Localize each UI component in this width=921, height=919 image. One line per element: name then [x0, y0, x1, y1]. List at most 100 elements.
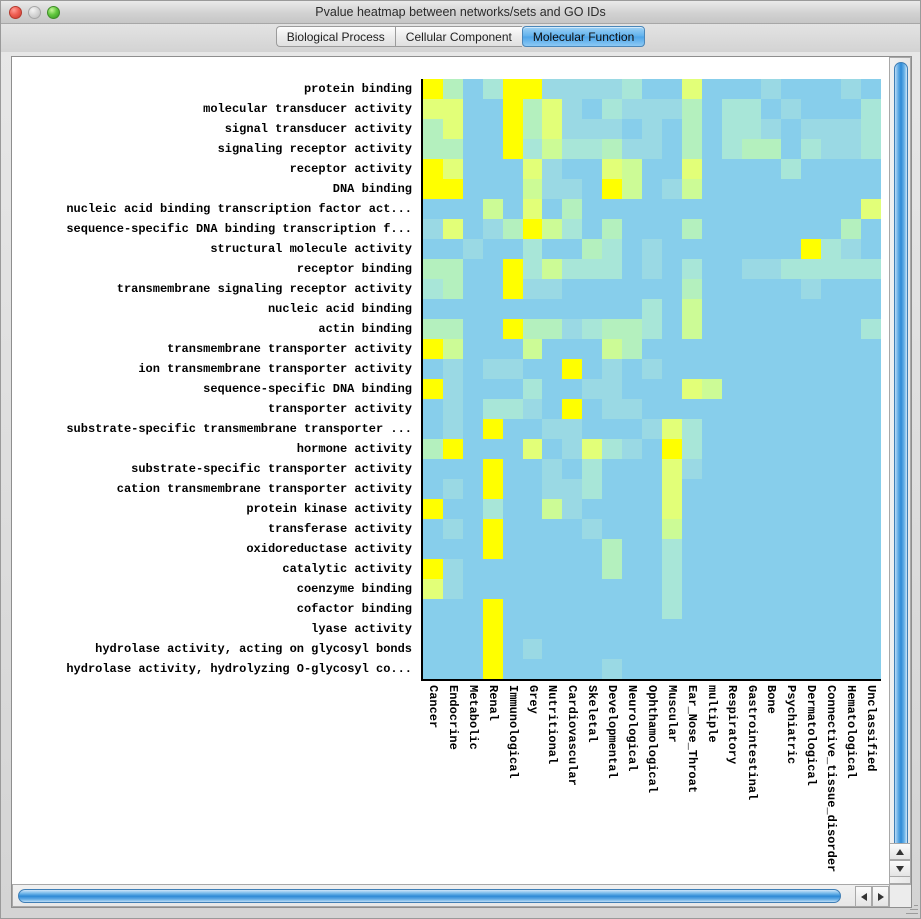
heatmap-cell[interactable]	[602, 339, 623, 359]
heatmap-cell[interactable]	[721, 579, 742, 599]
heatmap-cell[interactable]	[721, 599, 742, 619]
heatmap-cell[interactable]	[741, 359, 762, 379]
heatmap-cell[interactable]	[661, 239, 682, 259]
heatmap-cell[interactable]	[801, 139, 822, 159]
heatmap-cell[interactable]	[721, 419, 742, 439]
heatmap-cell[interactable]	[781, 119, 802, 139]
heatmap-cell[interactable]	[522, 359, 543, 379]
heatmap-cell[interactable]	[462, 419, 483, 439]
heatmap-cell[interactable]	[781, 359, 802, 379]
heatmap-cell[interactable]	[781, 539, 802, 559]
heatmap-cell[interactable]	[801, 459, 822, 479]
heatmap-cell[interactable]	[502, 639, 523, 659]
heatmap-cell[interactable]	[661, 339, 682, 359]
heatmap-cell[interactable]	[701, 119, 722, 139]
heatmap-cell[interactable]	[741, 599, 762, 619]
heatmap-cell[interactable]	[622, 319, 642, 339]
heatmap-cell[interactable]	[641, 599, 662, 619]
heatmap-cell[interactable]	[582, 639, 603, 659]
heatmap-cell[interactable]	[562, 119, 583, 139]
heatmap-cell[interactable]	[462, 219, 483, 239]
scroll-left-button[interactable]	[855, 886, 872, 907]
zoom-button-icon[interactable]	[47, 6, 60, 19]
heatmap-cell[interactable]	[661, 299, 682, 319]
heatmap-cell[interactable]	[761, 359, 782, 379]
heatmap-cell[interactable]	[622, 659, 642, 679]
heatmap-cell[interactable]	[661, 279, 682, 299]
heatmap-cell[interactable]	[761, 219, 782, 239]
heatmap-cell[interactable]	[801, 99, 822, 119]
heatmap-cell[interactable]	[542, 519, 563, 539]
heatmap-cell[interactable]	[761, 539, 782, 559]
heatmap-cell[interactable]	[522, 559, 543, 579]
heatmap-cell[interactable]	[442, 279, 463, 299]
heatmap-cell[interactable]	[661, 539, 682, 559]
heatmap-cell[interactable]	[741, 619, 762, 639]
heatmap-cell[interactable]	[801, 599, 822, 619]
heatmap-cell[interactable]	[582, 279, 603, 299]
heatmap-cell[interactable]	[821, 199, 842, 219]
heatmap-cell[interactable]	[542, 279, 563, 299]
heatmap-cell[interactable]	[442, 499, 463, 519]
heatmap-cell[interactable]	[681, 519, 702, 539]
heatmap-cell[interactable]	[442, 619, 463, 639]
heatmap-cell[interactable]	[721, 639, 742, 659]
heatmap-cell[interactable]	[860, 99, 881, 119]
scroll-up-button[interactable]	[889, 843, 911, 860]
heatmap-cell[interactable]	[701, 79, 722, 99]
heatmap-cell[interactable]	[801, 419, 822, 439]
heatmap-cell[interactable]	[423, 239, 443, 259]
heatmap-cell[interactable]	[860, 419, 881, 439]
heatmap-cell[interactable]	[761, 579, 782, 599]
heatmap-cell[interactable]	[423, 639, 443, 659]
heatmap-cell[interactable]	[602, 179, 623, 199]
heatmap-cell[interactable]	[542, 119, 563, 139]
window-resize-grip[interactable]	[904, 902, 918, 916]
heatmap-cell[interactable]	[562, 459, 583, 479]
heatmap-cell[interactable]	[622, 399, 642, 419]
heatmap-cell[interactable]	[542, 319, 563, 339]
heatmap-cell[interactable]	[602, 359, 623, 379]
heatmap-cell[interactable]	[781, 79, 802, 99]
heatmap-cell[interactable]	[423, 99, 443, 119]
heatmap-cell[interactable]	[661, 179, 682, 199]
heatmap-cell[interactable]	[423, 119, 443, 139]
heatmap-cell[interactable]	[661, 599, 682, 619]
heatmap-cell[interactable]	[542, 359, 563, 379]
heatmap-cell[interactable]	[860, 559, 881, 579]
heatmap-cell[interactable]	[841, 139, 861, 159]
heatmap-cell[interactable]	[641, 119, 662, 139]
heatmap-cell[interactable]	[582, 159, 603, 179]
heatmap-cell[interactable]	[701, 419, 722, 439]
heatmap-cell[interactable]	[841, 639, 861, 659]
heatmap-cell[interactable]	[741, 539, 762, 559]
heatmap-cell[interactable]	[761, 159, 782, 179]
heatmap-cell[interactable]	[562, 299, 583, 319]
heatmap-cell[interactable]	[721, 359, 742, 379]
heatmap-cell[interactable]	[482, 119, 503, 139]
heatmap-cell[interactable]	[801, 439, 822, 459]
heatmap-cell[interactable]	[841, 219, 861, 239]
heatmap-cell[interactable]	[821, 559, 842, 579]
heatmap-cell[interactable]	[661, 79, 682, 99]
heatmap-cell[interactable]	[602, 419, 623, 439]
heatmap-cell[interactable]	[442, 539, 463, 559]
heatmap-cell[interactable]	[622, 639, 642, 659]
heatmap-cell[interactable]	[781, 659, 802, 679]
heatmap-cell[interactable]	[841, 579, 861, 599]
heatmap-cell[interactable]	[423, 179, 443, 199]
heatmap-cell[interactable]	[502, 659, 523, 679]
heatmap-cell[interactable]	[602, 499, 623, 519]
heatmap-cell[interactable]	[841, 439, 861, 459]
heatmap-cell[interactable]	[423, 579, 443, 599]
heatmap-cell[interactable]	[801, 299, 822, 319]
heatmap-cell[interactable]	[781, 579, 802, 599]
heatmap-cell[interactable]	[701, 339, 722, 359]
heatmap-cell[interactable]	[860, 519, 881, 539]
heatmap-cell[interactable]	[482, 139, 503, 159]
heatmap-cell[interactable]	[801, 279, 822, 299]
heatmap-cell[interactable]	[482, 659, 503, 679]
heatmap-cell[interactable]	[841, 119, 861, 139]
heatmap-cell[interactable]	[423, 459, 443, 479]
heatmap-cell[interactable]	[741, 579, 762, 599]
